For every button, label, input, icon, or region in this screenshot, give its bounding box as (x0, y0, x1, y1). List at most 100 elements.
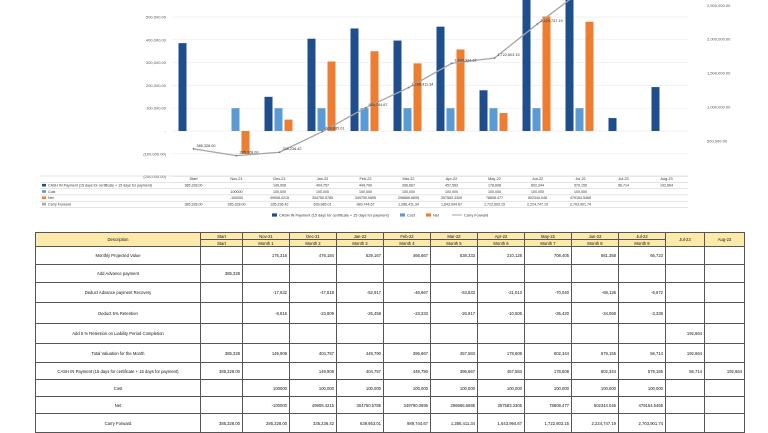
left-axis: 500,000.00 400,000.00 300,000.00 200,000.00… (143, 15, 166, 180)
bar-1-Jun-22 (532, 108, 541, 131)
point-label: 639,985.01 (326, 127, 345, 131)
chart-legend: CASH IN Payment (15 days for certificate… (272, 213, 488, 217)
row-value (242, 323, 290, 344)
series-value: 1,286,411.34 (398, 202, 419, 206)
series-value: 100,000 (574, 190, 587, 194)
row-value: -8,816 (242, 302, 290, 324)
left-tick-label: 400,000.00 (146, 37, 167, 42)
row-value: 404,757 (289, 343, 337, 363)
point-label: 1,722,603.15 (498, 53, 520, 57)
bar-0-Aug-23 (651, 87, 660, 131)
table-row: Add 5 % Retention on Liability Period Co… (35, 323, 745, 344)
row-value: 178,608 (477, 343, 525, 363)
row-value (665, 246, 705, 265)
row-value: -68,136 (571, 282, 619, 303)
row-value: 385,328.00 (200, 413, 243, 433)
left-tick-label: 300,000.00 (146, 60, 167, 65)
row-value (618, 323, 666, 344)
row-value: 178,608 (524, 362, 572, 380)
bar-2-Jan-22 (327, 61, 336, 131)
left-tick-label: (100,000.00) (143, 151, 166, 156)
row-value (618, 264, 666, 283)
row-value: 100,000 (336, 379, 384, 397)
row-value: 476,184 (289, 246, 337, 265)
bar-2-Dec-21 (284, 119, 293, 131)
header-description: Description (35, 232, 201, 247)
legend-key (272, 213, 277, 217)
bar-1-May-22 (489, 108, 498, 131)
legend-key (426, 213, 431, 217)
row-value: 66,723 (618, 246, 666, 265)
row-description: Total Valuation for the Month (35, 343, 201, 363)
table-row: Cost 100000 100,000 100,000 100,000 100,000 10… (35, 379, 745, 397)
category-label: Apr-22 (446, 177, 457, 181)
row-value: -53,833 (430, 282, 478, 303)
series-value: -100000 (230, 196, 243, 200)
point-label: 285,328.00 (240, 151, 259, 155)
right-tick-label: 2,500,000.00 (707, 3, 731, 8)
row-value (200, 282, 243, 303)
row-value: 335,236.42 (289, 413, 337, 433)
row-value (200, 246, 243, 265)
category-label: Start (189, 177, 198, 181)
table-row: Monthly Projected Value 175,316 476,184 529… (35, 246, 745, 265)
table-header-row: Description Start Nov-21 Dec-21 Jan-22 Feb-22… (35, 232, 745, 247)
row-value: 385,328.00 (200, 362, 243, 380)
header-period: Month 3 (336, 239, 384, 247)
row-value (336, 264, 384, 283)
bars-layer (178, 0, 660, 154)
series-key (42, 196, 46, 200)
header-month: Feb-22 (383, 232, 431, 240)
row-value: 708,405 (524, 246, 572, 265)
header-period: Start (200, 239, 243, 247)
left-tick-label: - (165, 129, 167, 134)
legend-label: Carry Forward (464, 213, 488, 217)
bar-2-Apr-22 (456, 49, 465, 131)
series-value: 502344.046 (528, 196, 547, 200)
bar-2-May-22 (499, 113, 508, 131)
row-value: -70,040 (524, 282, 572, 303)
row-description: Carry Forward (35, 413, 201, 433)
row-value: 49908.4215 (289, 396, 337, 414)
carry-forward-point (235, 154, 238, 157)
series-name: Cost (48, 190, 55, 194)
row-value: 449,790 (336, 343, 384, 363)
carry-forward-point (407, 86, 410, 89)
bar-1-Jul-22 (575, 108, 584, 131)
series-value: 49908.4215 (270, 196, 289, 200)
series-key (42, 183, 46, 187)
row-value (704, 343, 745, 363)
row-value: 296666.6695 (430, 396, 478, 414)
row-value: 989,744.67 (383, 413, 431, 433)
left-tick-label: 500,000.00 (146, 15, 167, 20)
series-value: 296666.6695 (398, 196, 419, 200)
series-value: 385,328.00 (185, 202, 203, 206)
row-value (524, 264, 572, 283)
header-month: Jan-22 (336, 232, 384, 240)
left-tick-label: 200,000.00 (146, 83, 167, 88)
header-month: Start (200, 232, 243, 240)
series-name: Net (48, 196, 54, 200)
row-value: 56,714 (665, 362, 705, 380)
bar-1-Dec-21 (274, 108, 283, 131)
table-row: Total Valuation for the Month 385,328 149,… (35, 343, 745, 363)
bar-2-Nov-21 (241, 131, 250, 154)
row-value (571, 323, 619, 344)
row-value (430, 323, 478, 344)
series-name: CASH IN Payment (15 days for certificate… (48, 184, 152, 188)
header-period: Month 7 (524, 239, 572, 247)
row-value: 100000 (242, 379, 290, 397)
header-month: Jul-22 (618, 232, 666, 240)
row-value: 479154.5465 (618, 396, 666, 414)
bar-0-Mar-22 (393, 40, 402, 132)
row-value (665, 379, 705, 397)
right-tick-label: 500,000.00 (707, 139, 728, 144)
row-value (665, 413, 705, 433)
table-row: Add Advance payment 385,328 (35, 264, 745, 283)
bar-2-Mar-22 (413, 63, 422, 131)
row-value: 639,953.01 (336, 413, 384, 433)
header-month: Jun-22 (571, 232, 619, 240)
row-value: 357583.3305 (477, 396, 525, 414)
bar-1-Feb-22 (360, 108, 369, 131)
header-period: Month 6 (477, 239, 525, 247)
